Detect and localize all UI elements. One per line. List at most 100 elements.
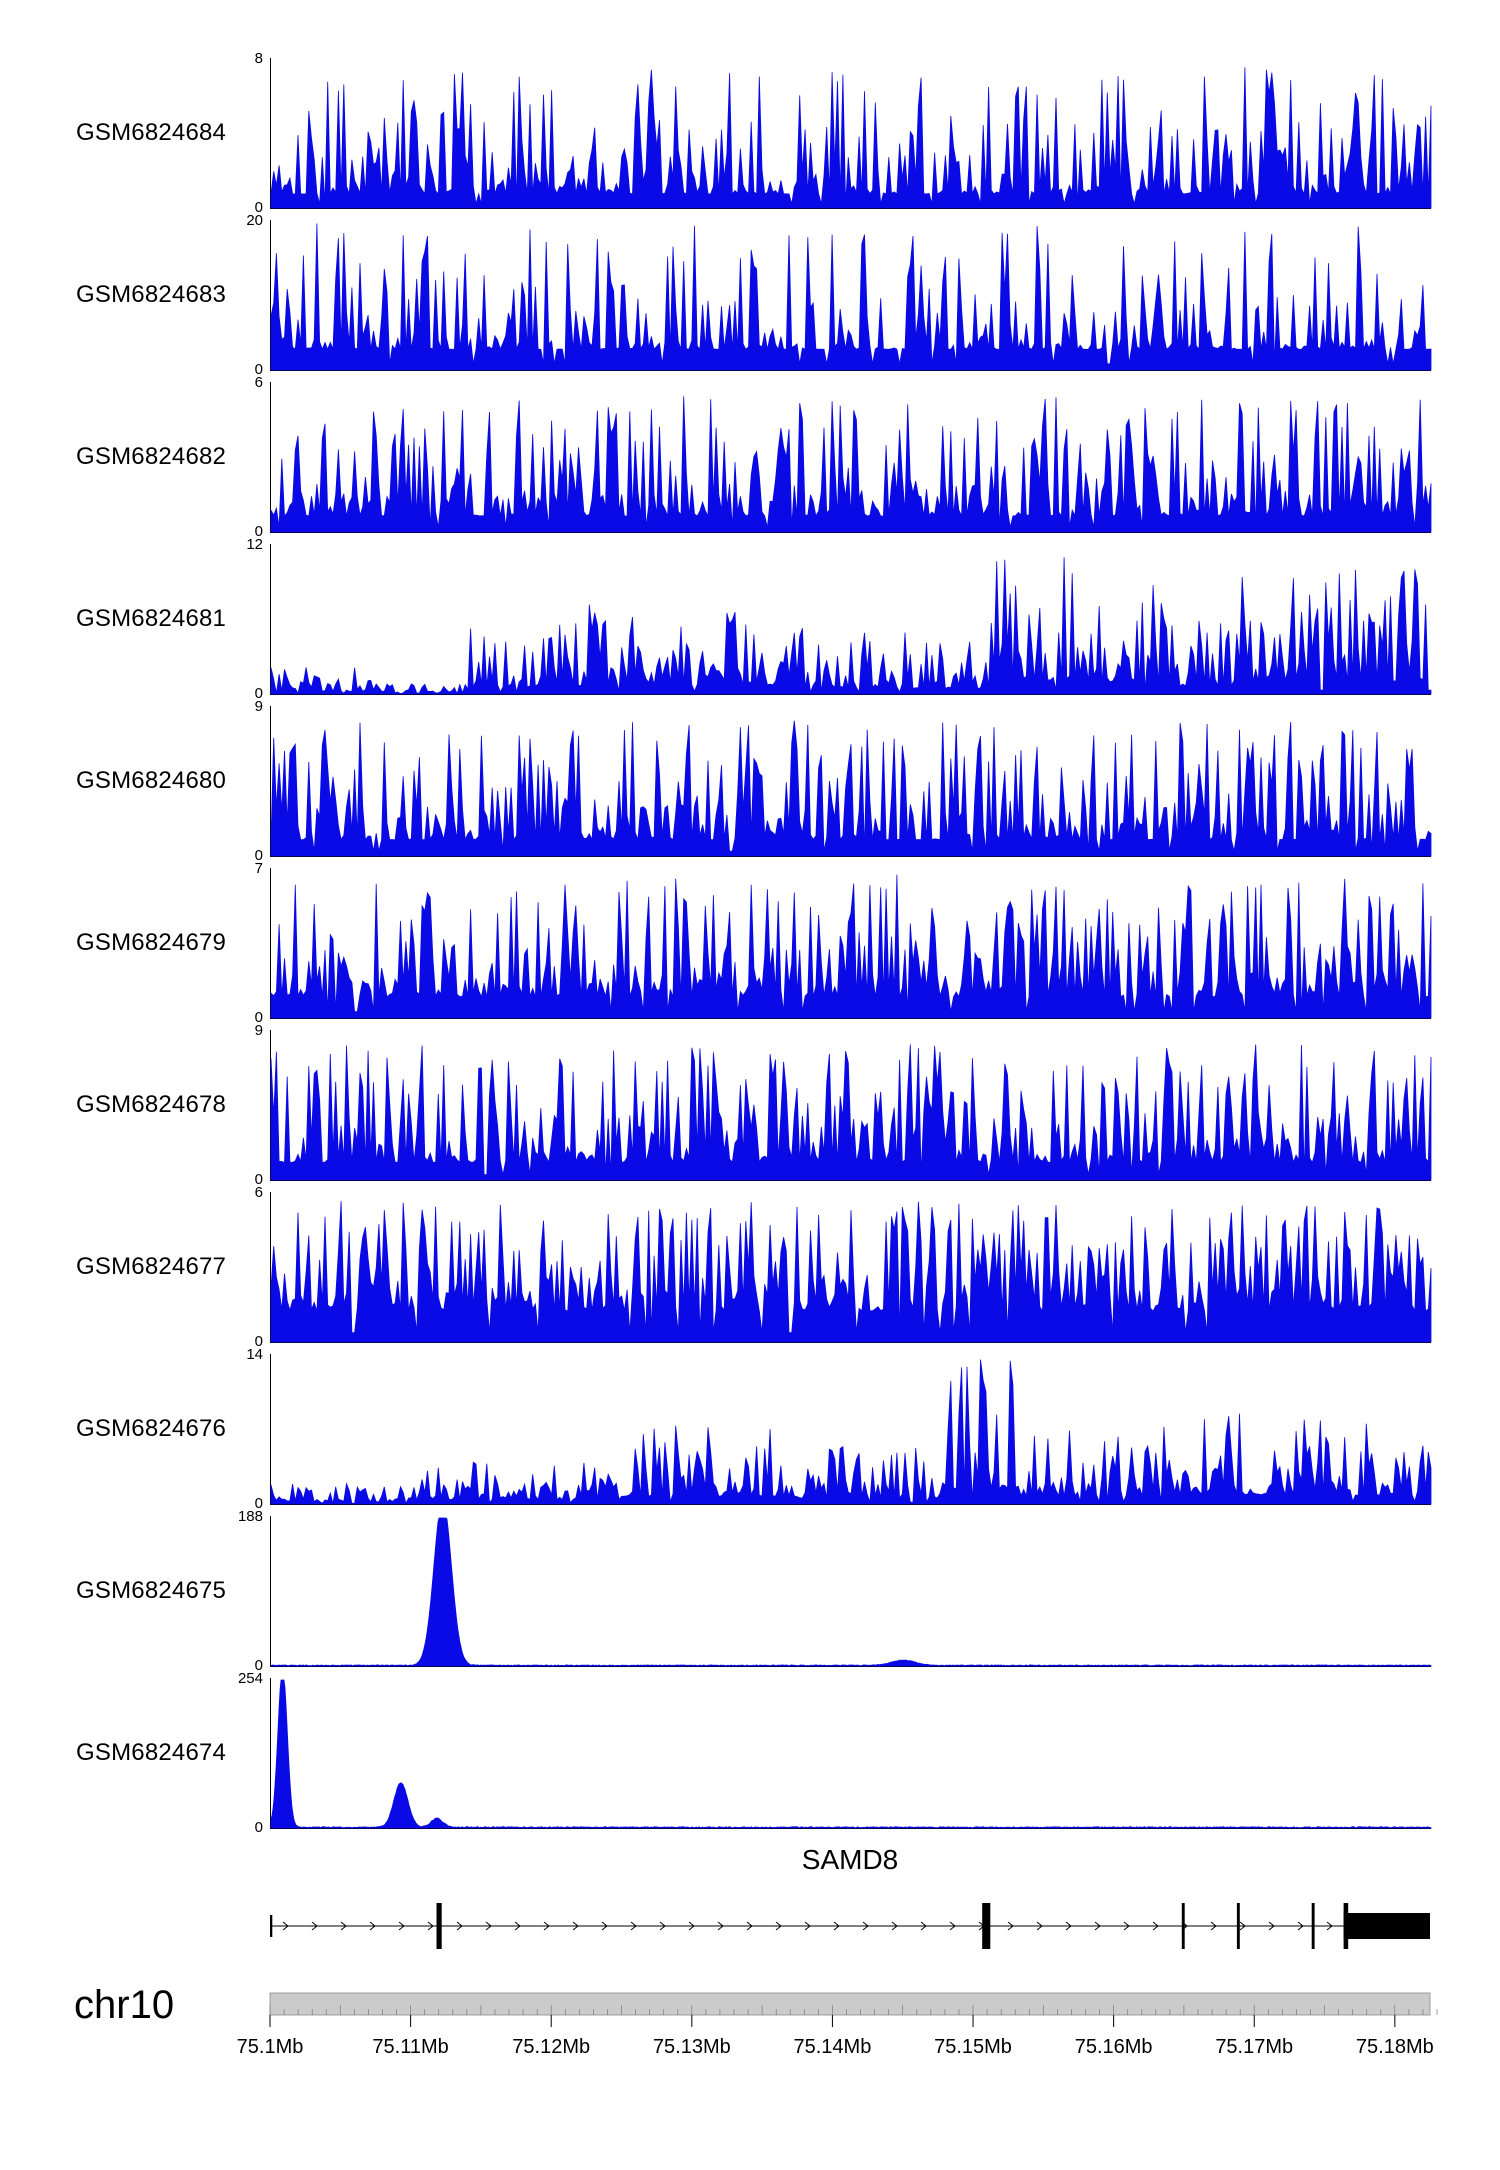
y-axis-max-label: 8 bbox=[254, 50, 263, 67]
y-axis-max-label: 7 bbox=[254, 860, 263, 877]
axis-tick-label: 75.14Mb bbox=[794, 2036, 872, 2058]
signal-track-row: GSM6824683 20 0 bbox=[0, 213, 1500, 377]
signal-track-row: GSM6824682 6 0 bbox=[0, 375, 1500, 539]
signal-track-row: GSM6824676 14 0 bbox=[0, 1347, 1500, 1511]
gene-exon bbox=[1236, 1903, 1240, 1949]
coverage-signal bbox=[270, 1359, 1432, 1505]
gene-exon bbox=[1311, 1903, 1315, 1949]
strand-direction-arrows bbox=[282, 1921, 1391, 1931]
coverage-area bbox=[270, 67, 1432, 209]
axis-tick-label: 75.16Mb bbox=[1075, 2036, 1153, 2058]
signal-track-row: GSM6824677 6 0 bbox=[0, 1185, 1500, 1349]
coverage-area bbox=[270, 720, 1432, 857]
coverage-area bbox=[270, 1359, 1432, 1505]
y-axis-zero-label: 0 bbox=[254, 199, 263, 216]
coverage-signal bbox=[270, 396, 1432, 533]
y-axis-zero-label: 0 bbox=[254, 1171, 263, 1188]
track-signal-plot: 188 0 bbox=[238, 1509, 1432, 1673]
axis-tick-label: 75.18Mb bbox=[1356, 2036, 1434, 2058]
gene-track-left-margin bbox=[0, 1844, 270, 1967]
gene-exon bbox=[436, 1903, 442, 1949]
y-axis-max-label: 9 bbox=[254, 698, 263, 715]
track-label: GSM6824675 bbox=[76, 1577, 227, 1604]
track-signal-plot: 20 0 bbox=[246, 213, 1432, 377]
y-axis-max-label: 14 bbox=[246, 1346, 263, 1363]
y-axis-max-label: 9 bbox=[254, 1022, 263, 1039]
track-label: GSM6824682 bbox=[76, 443, 227, 470]
signal-track-row: GSM6824681 12 0 bbox=[0, 537, 1500, 701]
y-axis-zero-label: 0 bbox=[254, 1657, 263, 1674]
coverage-signal bbox=[270, 223, 1432, 371]
coverage-signal bbox=[270, 720, 1432, 857]
y-axis-zero-label: 0 bbox=[254, 1009, 263, 1026]
track-label: GSM6824680 bbox=[76, 767, 227, 794]
coverage-signal bbox=[270, 67, 1432, 209]
y-axis-zero-label: 0 bbox=[254, 1333, 263, 1350]
signal-track-row: GSM6824679 7 0 bbox=[0, 861, 1500, 1025]
axis-tick-label: 75.15Mb bbox=[934, 2036, 1012, 2058]
coverage-tracks-panel: GSM6824684 8 0 GSM6824683 20 0 GSM6824682 6 0 GSM… bbox=[0, 51, 1500, 1835]
signal-track-row: GSM6824684 8 0 bbox=[0, 51, 1500, 215]
y-axis-zero-label: 0 bbox=[254, 847, 263, 864]
y-axis-max-label: 20 bbox=[246, 212, 263, 229]
track-signal-plot: 14 0 bbox=[246, 1347, 1432, 1511]
chromosome-ruler: 75.1Mb 75.11Mb 75.12Mb 75.13Mb 75.14Mb 75.15M… bbox=[237, 1992, 1438, 2058]
axis-tick-label: 75.13Mb bbox=[653, 2036, 731, 2058]
chromosome-name-label: chr10 bbox=[74, 1983, 175, 2027]
gene-exon bbox=[270, 1915, 273, 1937]
axis-tick-label: 75.1Mb bbox=[237, 2036, 304, 2058]
gene-name-label: SAMD8 bbox=[801, 1844, 899, 1875]
track-label: GSM6824676 bbox=[76, 1415, 227, 1442]
gene-model-track: SAMD8 bbox=[0, 1844, 1500, 1967]
coverage-signal bbox=[270, 1517, 1432, 1667]
chromosome-axis: chr10 75.1Mb 75.11Mb 75.12Mb 75.13Mb 75.14Mb… bbox=[0, 1985, 1500, 2075]
coverage-signal bbox=[270, 557, 1432, 695]
gene-exon bbox=[982, 1903, 991, 1949]
track-label: GSM6824681 bbox=[76, 605, 227, 632]
y-axis-max-label: 254 bbox=[237, 1670, 263, 1687]
gene-structure-diagram bbox=[270, 1903, 1430, 1949]
axis-tick-label: 75.11Mb bbox=[372, 2036, 448, 2058]
track-signal-plot: 12 0 bbox=[246, 537, 1432, 701]
y-axis-max-label: 6 bbox=[254, 374, 263, 391]
signal-track-row: GSM6824680 9 0 bbox=[0, 699, 1500, 863]
track-label: GSM6824677 bbox=[76, 1253, 227, 1280]
y-axis-zero-label: 0 bbox=[254, 361, 263, 378]
y-axis-zero-label: 0 bbox=[254, 1495, 263, 1512]
coverage-area bbox=[270, 874, 1432, 1019]
track-signal-plot: 254 0 bbox=[238, 1671, 1432, 1835]
coverage-area bbox=[270, 1679, 1432, 1829]
y-axis-zero-label: 0 bbox=[254, 523, 263, 540]
coverage-area bbox=[270, 1201, 1432, 1343]
gene-exon bbox=[1343, 1913, 1430, 1939]
y-axis-zero-label: 0 bbox=[254, 1819, 263, 1836]
gene-model-area: SAMD8 bbox=[270, 1844, 1430, 1967]
signal-track-row: GSM6824675 188 0 bbox=[0, 1509, 1500, 1673]
coverage-signal bbox=[270, 1201, 1432, 1343]
axis-tick-label: 75.12Mb bbox=[512, 2036, 590, 2058]
signal-track-row: GSM6824678 9 0 bbox=[0, 1023, 1500, 1187]
coverage-signal bbox=[270, 874, 1432, 1019]
y-axis-zero-label: 0 bbox=[254, 685, 263, 702]
track-label: GSM6824679 bbox=[76, 929, 227, 956]
signal-track-row: GSM6824674 254 0 bbox=[0, 1671, 1500, 1835]
track-label: GSM6824678 bbox=[76, 1091, 227, 1118]
y-axis-max-label: 6 bbox=[254, 1184, 263, 1201]
y-axis-max-label: 188 bbox=[237, 1508, 263, 1525]
track-label: GSM6824684 bbox=[76, 119, 227, 146]
coverage-area bbox=[270, 1044, 1432, 1181]
coverage-signal bbox=[270, 1044, 1432, 1181]
ruler-minor-ticks bbox=[269, 2005, 1438, 2015]
coverage-signal bbox=[270, 1679, 1432, 1829]
coverage-area bbox=[270, 223, 1432, 371]
track-label: GSM6824674 bbox=[76, 1739, 227, 1766]
coverage-area bbox=[270, 557, 1432, 695]
coverage-area bbox=[270, 396, 1432, 533]
chromosome-ideogram-bar bbox=[269, 1992, 1431, 2016]
